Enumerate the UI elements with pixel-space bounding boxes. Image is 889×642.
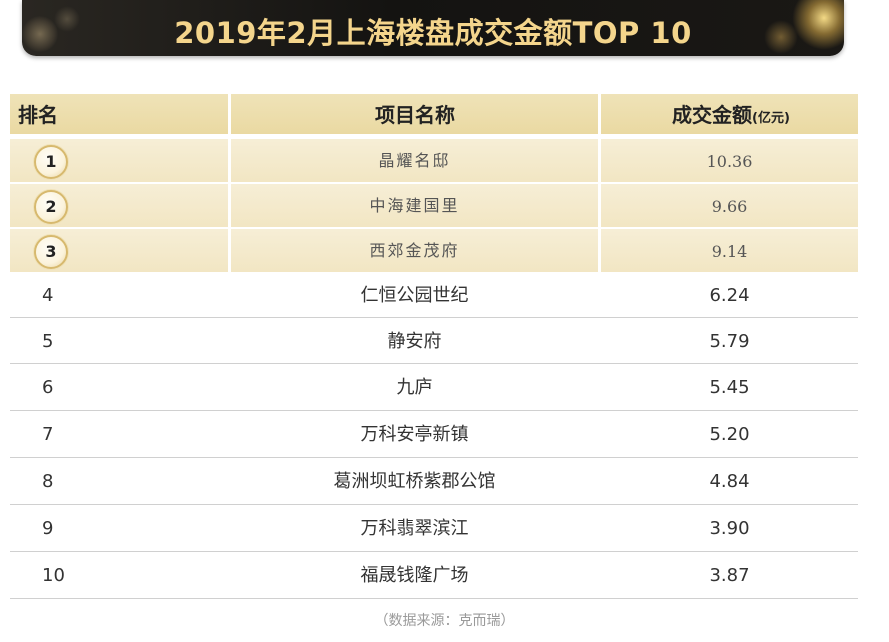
rank-number: 8 xyxy=(42,471,54,492)
transaction-amount: 3.87 xyxy=(709,565,750,586)
transaction-amount: 4.84 xyxy=(709,471,750,492)
transaction-amount: 6.24 xyxy=(709,285,750,306)
column-divider xyxy=(228,184,231,227)
table-row: 7 万科安亭新镇 5.20 xyxy=(10,412,858,458)
rank-number: 5 xyxy=(42,331,54,352)
transaction-amount: 9.14 xyxy=(711,242,748,261)
bokeh-light-decoration xyxy=(54,6,80,32)
transaction-amount: 5.79 xyxy=(709,331,750,352)
table-row: 4 仁恒公园世纪 6.24 xyxy=(10,273,858,319)
page-title: 2019年2月上海楼盘成交金额TOP 10 xyxy=(174,16,692,50)
rank-medal-icon: 3 xyxy=(34,235,68,269)
project-name: 九庐 xyxy=(396,377,433,398)
header-project-name: 项目名称 xyxy=(228,94,599,134)
bokeh-light-decoration xyxy=(22,16,58,52)
title-banner: 2019年2月上海楼盘成交金额TOP 10 xyxy=(22,0,844,56)
project-name: 西郊金茂府 xyxy=(369,241,460,260)
project-name: 福晟钱隆广场 xyxy=(360,565,469,586)
table-row: 5 静安府 5.79 xyxy=(10,319,858,365)
table-row-top: 2 中海建国里 9.66 xyxy=(10,184,858,227)
column-divider xyxy=(228,139,231,182)
column-divider xyxy=(598,229,601,272)
project-name: 中海建国里 xyxy=(369,196,460,215)
column-divider xyxy=(598,184,601,227)
table-header: 排名 项目名称 成交金额(亿元) xyxy=(10,94,858,134)
project-name: 葛洲坝虹桥紫郡公馆 xyxy=(333,471,496,492)
project-name: 仁恒公园世纪 xyxy=(360,285,469,306)
header-rank: 排名 xyxy=(18,103,58,127)
table-row-top: 3 西郊金茂府 9.14 xyxy=(10,229,858,272)
table-row: 6 九庐 5.45 xyxy=(10,365,858,411)
rank-medal-icon: 2 xyxy=(34,190,68,224)
header-amount-label: 成交金额 xyxy=(672,103,753,127)
row-divider xyxy=(10,410,858,411)
rank-number: 4 xyxy=(42,285,54,306)
rank-medal-icon: 1 xyxy=(34,145,68,179)
column-divider xyxy=(228,229,231,272)
project-name: 静安府 xyxy=(387,331,442,352)
table-row: 9 万科翡翠滨江 3.90 xyxy=(10,506,858,552)
project-name: 晶耀名邸 xyxy=(378,151,451,170)
rank-number: 7 xyxy=(42,424,54,445)
transaction-amount: 5.20 xyxy=(709,424,750,445)
transaction-amount: 10.36 xyxy=(706,152,753,171)
rank-number: 10 xyxy=(42,565,65,586)
bokeh-light-decoration xyxy=(764,20,798,54)
row-divider xyxy=(10,457,858,458)
row-divider xyxy=(10,598,858,599)
header-amount-unit: (亿元) xyxy=(752,111,790,126)
rank-number: 9 xyxy=(42,518,54,539)
row-divider xyxy=(10,504,858,505)
table-row: 10 福晟钱隆广场 3.87 xyxy=(10,553,858,599)
table-row: 8 葛洲坝虹桥紫郡公馆 4.84 xyxy=(10,459,858,505)
transaction-amount: 3.90 xyxy=(709,518,750,539)
project-name: 万科翡翠滨江 xyxy=(360,518,469,539)
transaction-amount: 5.45 xyxy=(709,377,750,398)
row-divider xyxy=(10,317,858,318)
project-name: 万科安亭新镇 xyxy=(360,424,469,445)
table-row-top: 1 晶耀名邸 10.36 xyxy=(10,139,858,182)
column-divider xyxy=(598,139,601,182)
row-divider xyxy=(10,551,858,552)
transaction-amount: 9.66 xyxy=(711,197,748,216)
data-source-note: （数据来源：克而瑞） xyxy=(374,613,515,629)
rank-number: 6 xyxy=(42,377,54,398)
row-divider xyxy=(10,363,858,364)
header-amount: 成交金额(亿元) xyxy=(598,94,861,134)
